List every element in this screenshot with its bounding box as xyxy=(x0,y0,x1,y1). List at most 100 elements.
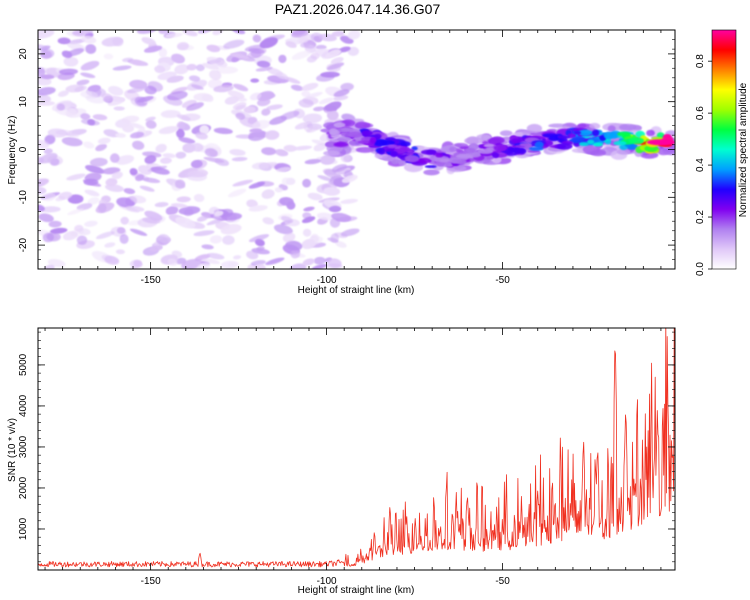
noise-blob xyxy=(280,215,294,224)
noise-blob xyxy=(103,129,120,138)
noise-blob xyxy=(256,60,271,68)
noise-blob xyxy=(68,133,80,138)
colorbar-tick-label: 0.2 xyxy=(695,210,706,224)
snr-frame xyxy=(37,327,676,571)
noise-blob xyxy=(97,137,111,145)
noise-blob xyxy=(199,124,210,135)
noise-blob xyxy=(129,228,148,236)
noise-blob xyxy=(115,249,125,255)
ridge-core-blob xyxy=(406,152,414,156)
noise-blob xyxy=(250,78,260,83)
noise-blob xyxy=(214,210,224,217)
noise-blob xyxy=(340,198,358,204)
noise-blob xyxy=(165,32,183,38)
noise-blob xyxy=(293,145,313,151)
noise-blob xyxy=(285,41,297,49)
noise-blob xyxy=(202,62,220,70)
noise-blob xyxy=(275,72,288,80)
noise-blob xyxy=(223,39,245,49)
ridge-core-blob xyxy=(378,147,386,155)
noise-blob xyxy=(203,157,225,163)
noise-blob xyxy=(158,126,179,135)
noise-blob xyxy=(175,216,196,229)
noise-blob xyxy=(160,157,172,164)
ridge-core-blob xyxy=(417,157,432,164)
noise-blob xyxy=(305,91,323,99)
noise-blob xyxy=(224,96,239,105)
snr-y-label: SNR (10 * v/v) xyxy=(7,418,18,482)
ridge-core-blob xyxy=(340,132,354,137)
noise-blob xyxy=(327,258,342,268)
ridge-core-blob xyxy=(587,139,595,145)
noise-blob xyxy=(158,47,168,58)
colorbar-tick-label: 0.6 xyxy=(695,106,706,120)
noise-blob xyxy=(87,197,100,205)
snr-y-tick-label: 1000 xyxy=(18,517,29,540)
noise-blob xyxy=(170,203,188,208)
noise-blob xyxy=(232,179,253,187)
spectrogram-y-tick-label: 10 xyxy=(18,96,29,108)
noise-blob xyxy=(274,187,283,193)
ridge-core-blob xyxy=(337,136,352,143)
noise-blob xyxy=(261,147,277,156)
noise-blob xyxy=(316,212,335,221)
noise-blob xyxy=(302,113,323,124)
noise-blob xyxy=(65,107,79,117)
noise-blob xyxy=(235,112,246,120)
noise-blob xyxy=(160,109,181,119)
noise-blob xyxy=(38,187,47,195)
noise-blob xyxy=(300,42,310,48)
ridge-core-blob xyxy=(593,142,604,147)
noise-blob xyxy=(78,228,91,236)
noise-blob xyxy=(340,82,354,91)
noise-blob xyxy=(155,143,167,153)
ridge-core-blob xyxy=(411,146,418,151)
ridge-core-blob xyxy=(477,148,494,154)
noise-blob xyxy=(48,220,62,228)
spectrogram-blobs xyxy=(38,30,675,269)
noise-blob xyxy=(144,210,163,221)
noise-blob xyxy=(175,151,187,159)
noise-blob xyxy=(176,42,189,51)
ridge-core-blob xyxy=(617,131,631,137)
noise-blob xyxy=(209,69,222,81)
noise-blob xyxy=(213,84,234,93)
noise-blob xyxy=(333,89,350,97)
noise-blob xyxy=(80,113,91,120)
noise-blob xyxy=(129,259,142,267)
noise-blob xyxy=(123,188,136,195)
ridge-core-blob xyxy=(491,152,500,159)
ridge-core-blob xyxy=(325,141,337,148)
noise-blob xyxy=(206,56,228,68)
ridge-core-blob xyxy=(557,143,573,150)
noise-blob xyxy=(331,164,348,173)
noise-blob xyxy=(317,175,333,182)
noise-blob xyxy=(307,192,323,201)
ridge-core-blob xyxy=(387,144,398,149)
spectrogram-y-tick-label: 0 xyxy=(18,146,29,152)
ridge-halo-blob xyxy=(333,122,346,128)
noise-blob xyxy=(331,212,352,222)
noise-blob xyxy=(145,116,156,122)
ridge-core-blob xyxy=(341,127,355,132)
noise-blob xyxy=(210,213,228,221)
noise-blob xyxy=(38,139,50,149)
ridge-core-blob xyxy=(573,130,582,135)
noise-blob xyxy=(261,108,271,116)
noise-blob xyxy=(167,258,178,266)
noise-blob xyxy=(330,57,344,65)
noise-blob xyxy=(56,103,65,111)
noise-blob xyxy=(182,30,198,37)
noise-blob xyxy=(311,263,328,269)
noise-blob xyxy=(338,46,351,53)
noise-blob xyxy=(304,158,321,165)
noise-blob xyxy=(259,37,278,49)
ridge-core-blob xyxy=(486,156,494,160)
noise-blob xyxy=(108,85,124,96)
snr-x-tick-label: -150 xyxy=(141,576,161,587)
noise-blob xyxy=(111,171,123,180)
noise-blob xyxy=(194,254,211,261)
noise-blob xyxy=(120,216,129,225)
noise-blob xyxy=(320,71,340,78)
